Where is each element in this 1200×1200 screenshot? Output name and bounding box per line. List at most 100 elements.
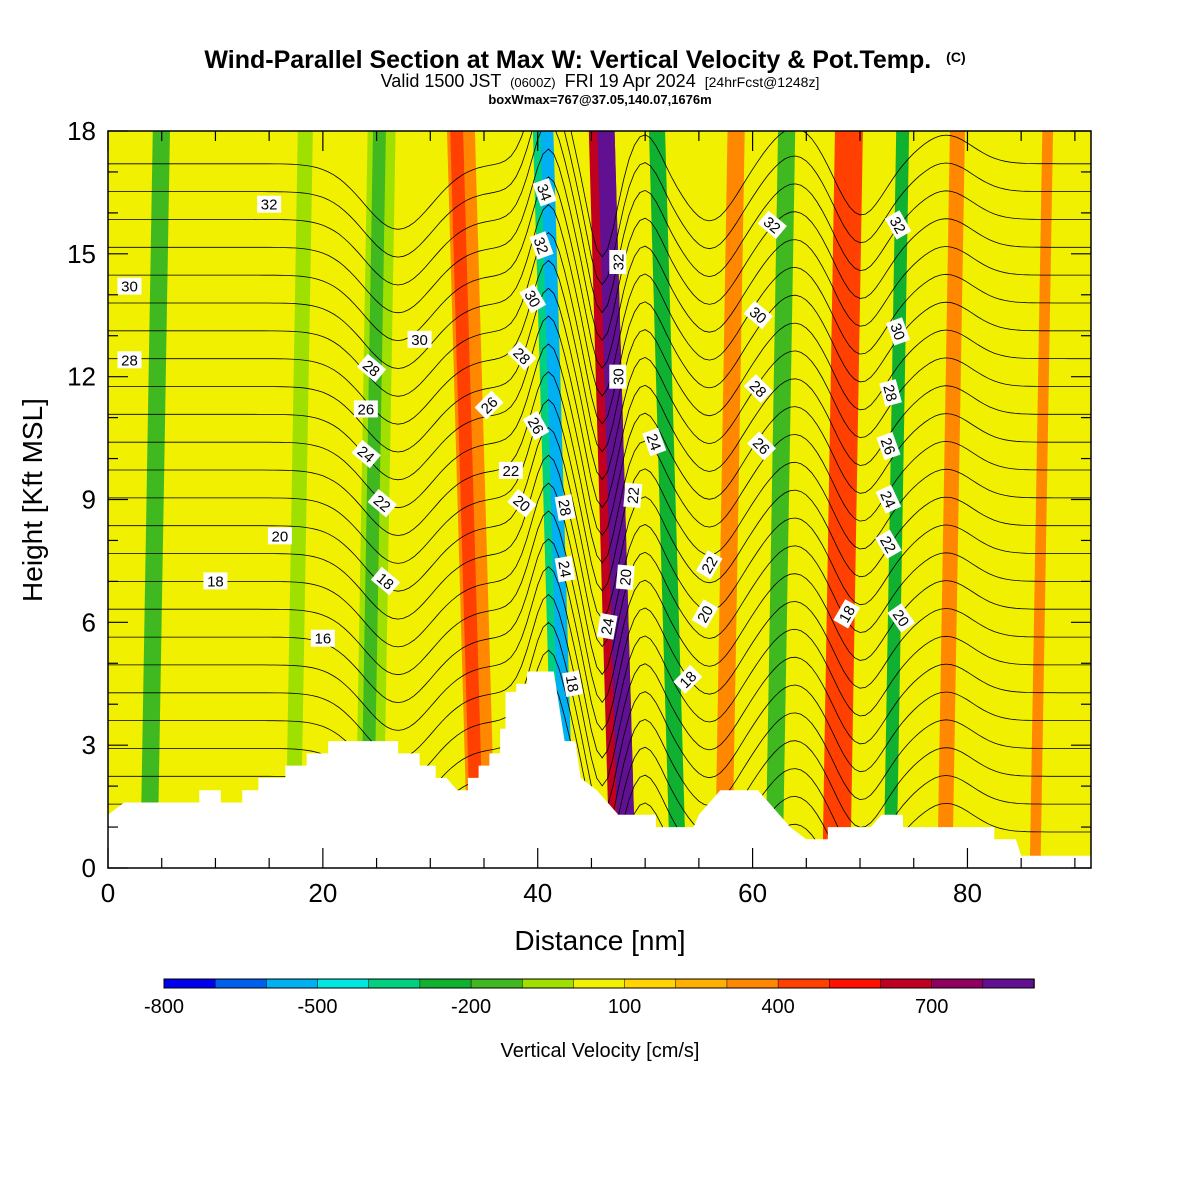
contour-label-box bbox=[203, 572, 228, 590]
y-tick-label: 0 bbox=[82, 853, 96, 883]
isentrope-line bbox=[108, 371, 1091, 564]
contour-label-text: 22 bbox=[625, 486, 643, 504]
contour-label: 16 bbox=[310, 629, 335, 648]
contour-label-box bbox=[562, 670, 584, 697]
colorbar-cell bbox=[880, 978, 933, 989]
x-tick-label: 0 bbox=[101, 878, 115, 908]
contour-label-text: 30 bbox=[886, 321, 908, 342]
contour-label-text: 30 bbox=[610, 368, 627, 385]
contour-label-text: 28 bbox=[121, 352, 138, 369]
velocity-band bbox=[285, 131, 313, 868]
colorbar-cell bbox=[777, 978, 831, 989]
contour-label: 28 bbox=[507, 341, 537, 371]
isentrope-line bbox=[108, 566, 1091, 759]
valid-zulu: (0600Z) bbox=[510, 75, 556, 90]
contour-label-box bbox=[353, 400, 378, 418]
colorbar-cell bbox=[368, 978, 421, 989]
contour-label: 30 bbox=[407, 330, 432, 349]
svg-text:Wind-Parallel Section at Max W: Wind-Parallel Section at Max W: Vertical… bbox=[204, 46, 965, 74]
contour-label-box bbox=[875, 529, 902, 559]
contour-label-box bbox=[474, 390, 504, 420]
contour-label-box bbox=[642, 427, 667, 457]
terrain-mask bbox=[108, 671, 1091, 868]
isentrope-line bbox=[108, 176, 1091, 369]
colorbar-label: -200 bbox=[451, 996, 491, 1018]
contour-label: 24 bbox=[351, 439, 381, 469]
velocity-band bbox=[976, 131, 1006, 868]
contour-label-text: 18 bbox=[562, 674, 582, 693]
contour-label: 22 bbox=[367, 488, 397, 518]
contour-label-text: 18 bbox=[207, 573, 224, 590]
velocity-band bbox=[714, 131, 745, 868]
x-tick-label: 80 bbox=[953, 878, 982, 908]
contour-label: 18 bbox=[203, 572, 228, 590]
contour-label-box bbox=[554, 555, 576, 583]
contour-label: 22 bbox=[623, 482, 643, 509]
colorbar-cells bbox=[163, 978, 1035, 989]
contour-label-box bbox=[117, 351, 142, 369]
contour-label-text: 22 bbox=[503, 463, 520, 480]
contour-label-box bbox=[691, 599, 719, 629]
velocity-band bbox=[597, 131, 636, 868]
contour-label-text: 26 bbox=[877, 436, 899, 457]
svg-text:Valid 1500 JST (0600Z): Valid 1500 JST (0600Z) FRI 19 Apr 2024 [… bbox=[381, 71, 820, 91]
colorbar-label: -500 bbox=[298, 996, 338, 1018]
isentrope-line bbox=[108, 259, 1091, 453]
contour-label: 20 bbox=[267, 527, 292, 545]
isentrope-line bbox=[108, 482, 1091, 676]
contour-label-text: 20 bbox=[694, 603, 717, 626]
contour-label-box bbox=[529, 231, 554, 260]
contour-label: 18 bbox=[562, 670, 584, 697]
contour-label-text: 18 bbox=[836, 603, 859, 626]
isentrope-line bbox=[108, 287, 1091, 481]
colorbar-label: 700 bbox=[915, 996, 948, 1018]
colorbar-cell bbox=[214, 978, 268, 989]
isentrope-line bbox=[108, 426, 1091, 620]
contour-label: 26 bbox=[876, 431, 901, 461]
contour-label: 32 bbox=[257, 195, 282, 214]
contour-label-text: 22 bbox=[699, 554, 722, 577]
box-wmax-info: boxWmax=767@37.05,140.07,1676m bbox=[488, 92, 711, 107]
contour-label-text: 24 bbox=[554, 559, 574, 578]
contour-label-box bbox=[876, 431, 901, 461]
colorbar-cell bbox=[266, 978, 319, 989]
colorbar-cell bbox=[624, 978, 677, 989]
velocity-band bbox=[108, 131, 239, 868]
y-axis-title: Height [Kft MSL] bbox=[17, 398, 48, 602]
contour-label: 22 bbox=[695, 550, 723, 580]
title-block: Wind-Parallel Section at Max W: Vertical… bbox=[204, 46, 965, 107]
contour-label: 28 bbox=[879, 379, 902, 407]
colorbar: -800 -500 -200 100 400 700 Vertical Velocity … bbox=[144, 978, 1035, 1062]
contour-label-text: 32 bbox=[530, 235, 552, 256]
contour-label-text: 24 bbox=[598, 617, 618, 636]
contour-label-box bbox=[884, 210, 912, 240]
colorbar-title: Vertical Velocity [cm/s] bbox=[501, 1040, 700, 1062]
contour-label-box bbox=[596, 613, 618, 640]
contour-label-box bbox=[310, 629, 335, 647]
contour-label: 26 bbox=[747, 431, 777, 461]
contour-label-box bbox=[507, 341, 537, 371]
y-tick-label: 3 bbox=[82, 730, 96, 760]
y-tick-label: 18 bbox=[67, 116, 96, 146]
contour-label-text: 20 bbox=[617, 568, 635, 586]
contour-label: 32 bbox=[884, 210, 912, 240]
contour-label-box bbox=[522, 410, 550, 441]
isentrope-line bbox=[108, 204, 1091, 397]
contour-label-box bbox=[498, 461, 523, 479]
isentrope-line bbox=[108, 510, 1091, 703]
colorbar-label: 100 bbox=[608, 996, 641, 1018]
isentrope-line bbox=[108, 343, 1091, 536]
contour-label: 34 bbox=[532, 178, 557, 207]
contour-label: 26 bbox=[522, 410, 550, 441]
contour-label-box bbox=[879, 379, 902, 407]
contour-label-box bbox=[554, 494, 576, 521]
colorbar-cell bbox=[829, 978, 882, 989]
velocity-band bbox=[937, 131, 965, 868]
contour-label-box bbox=[886, 317, 911, 346]
contour-label-text: 28 bbox=[879, 383, 900, 404]
contour-label-box bbox=[267, 527, 292, 545]
contour-label-text: 30 bbox=[520, 288, 543, 311]
forecast-info: [24hrFcst@1248z] bbox=[705, 74, 820, 90]
contour-label: 30 bbox=[609, 364, 627, 389]
contour-label-text: 26 bbox=[357, 401, 374, 418]
